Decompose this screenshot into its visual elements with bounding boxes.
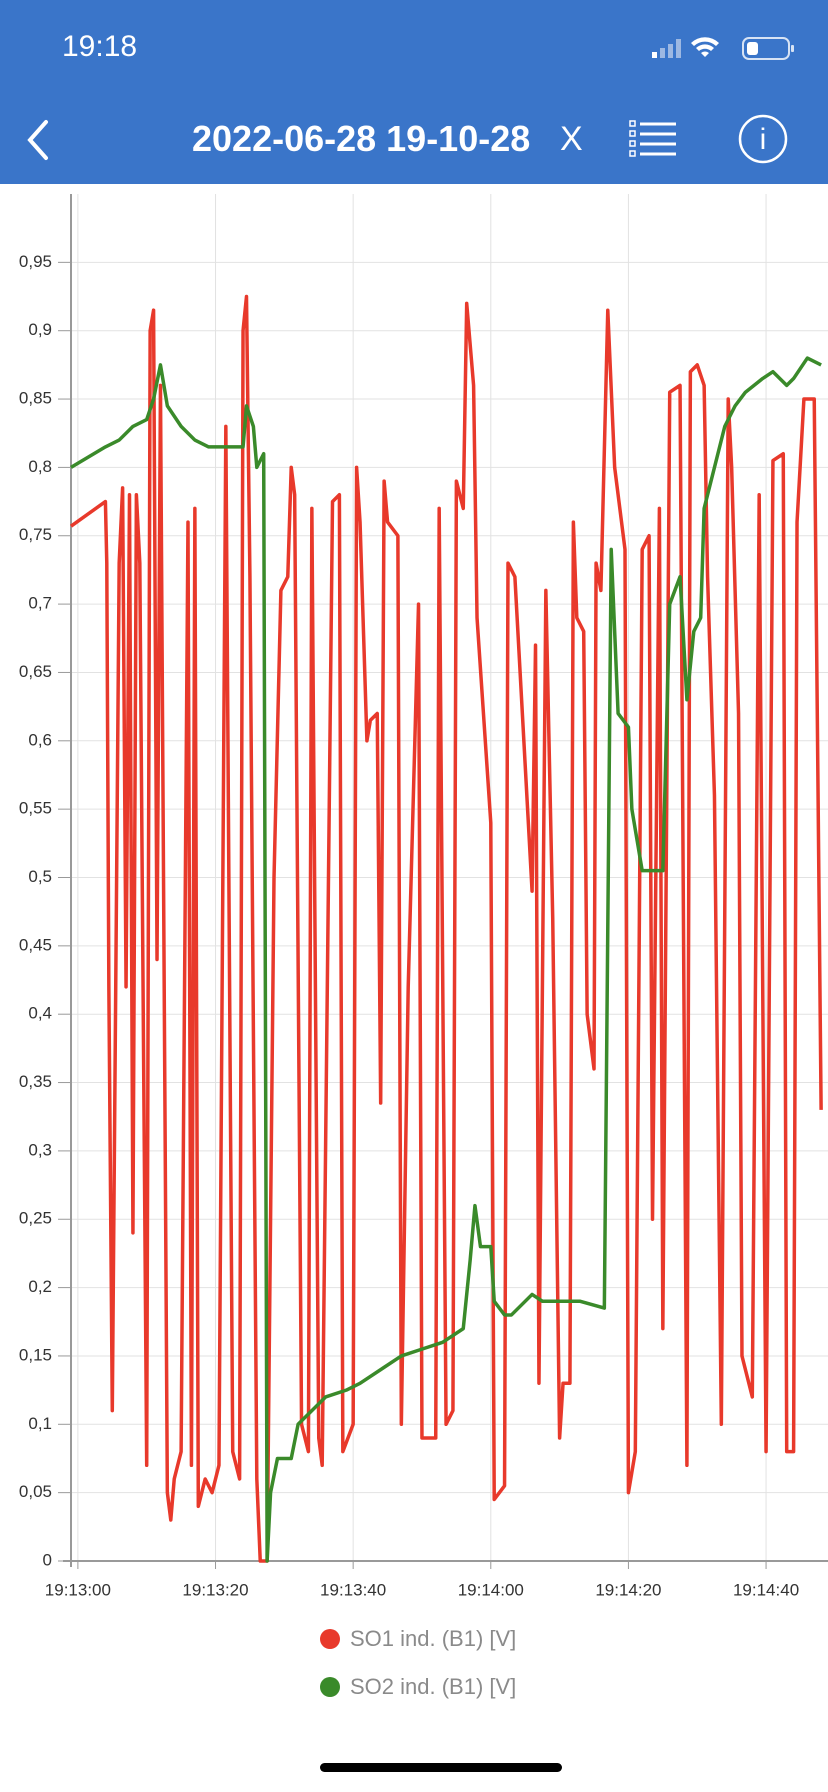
back-button[interactable] [22,118,52,162]
status-time: 19:18 [62,30,138,63]
y-tick-label: 0,6 [28,730,52,749]
header-title: 2022-06-28 19-10-28 [192,118,531,159]
y-tick-label: 0,95 [19,252,52,271]
y-tick-label: 0,2 [28,1277,52,1296]
chart: 0 0,05 0,1 0,15 0,2 0,25 0,3 0,35 0,4 0,45 0,5 0,55… [19,194,828,1772]
y-tick-label: 0,7 [28,594,52,613]
y-tick-label: 0,45 [19,935,52,954]
y-tick-label: 0,8 [28,457,52,476]
y-tick-label: 0,35 [19,1072,52,1091]
legend-marker [320,1677,340,1697]
top-bar: 19:18 2022-06-28 19-10-28 X i [0,0,828,184]
y-tick-label: 0,75 [19,525,52,544]
legend-marker [320,1629,340,1649]
y-tick-label: 0,9 [28,320,52,339]
x-tick-label: 19:13:20 [182,1580,248,1599]
y-tick-label: 0,15 [19,1345,52,1364]
x-tick-label: 19:14:00 [458,1580,524,1599]
y-tick-label: 0,25 [19,1209,52,1228]
y-tick-label: 0,1 [28,1414,52,1433]
x-tick-label: 19:13:00 [45,1580,111,1599]
series-line [69,294,823,1563]
home-indicator [320,1763,562,1772]
y-tick-label: 0,3 [28,1140,52,1159]
legend-label: SO1 ind. (B1) [V] [350,1626,516,1651]
x-tick-label: 19:14:40 [733,1580,799,1599]
x-tick-label: 19:13:40 [320,1580,386,1599]
list-button[interactable] [628,120,678,160]
y-tick-label: 0,4 [28,1004,52,1023]
y-tick-label: 0,85 [19,389,52,408]
y-tick-label: 0 [43,1550,52,1569]
legend-label: SO2 ind. (B1) [V] [350,1674,516,1699]
y-tick-label: 0,5 [28,867,52,886]
series-line [70,356,822,1563]
y-tick-label: 0,05 [19,1482,52,1501]
x-tick-label: 19:14:20 [595,1580,661,1599]
info-icon[interactable]: i [760,123,767,156]
close-button[interactable]: X [560,120,583,158]
info-button[interactable]: i [738,114,788,164]
y-tick-label: 0,65 [19,662,52,681]
status-icons [652,37,794,60]
y-tick-label: 0,55 [19,799,52,818]
